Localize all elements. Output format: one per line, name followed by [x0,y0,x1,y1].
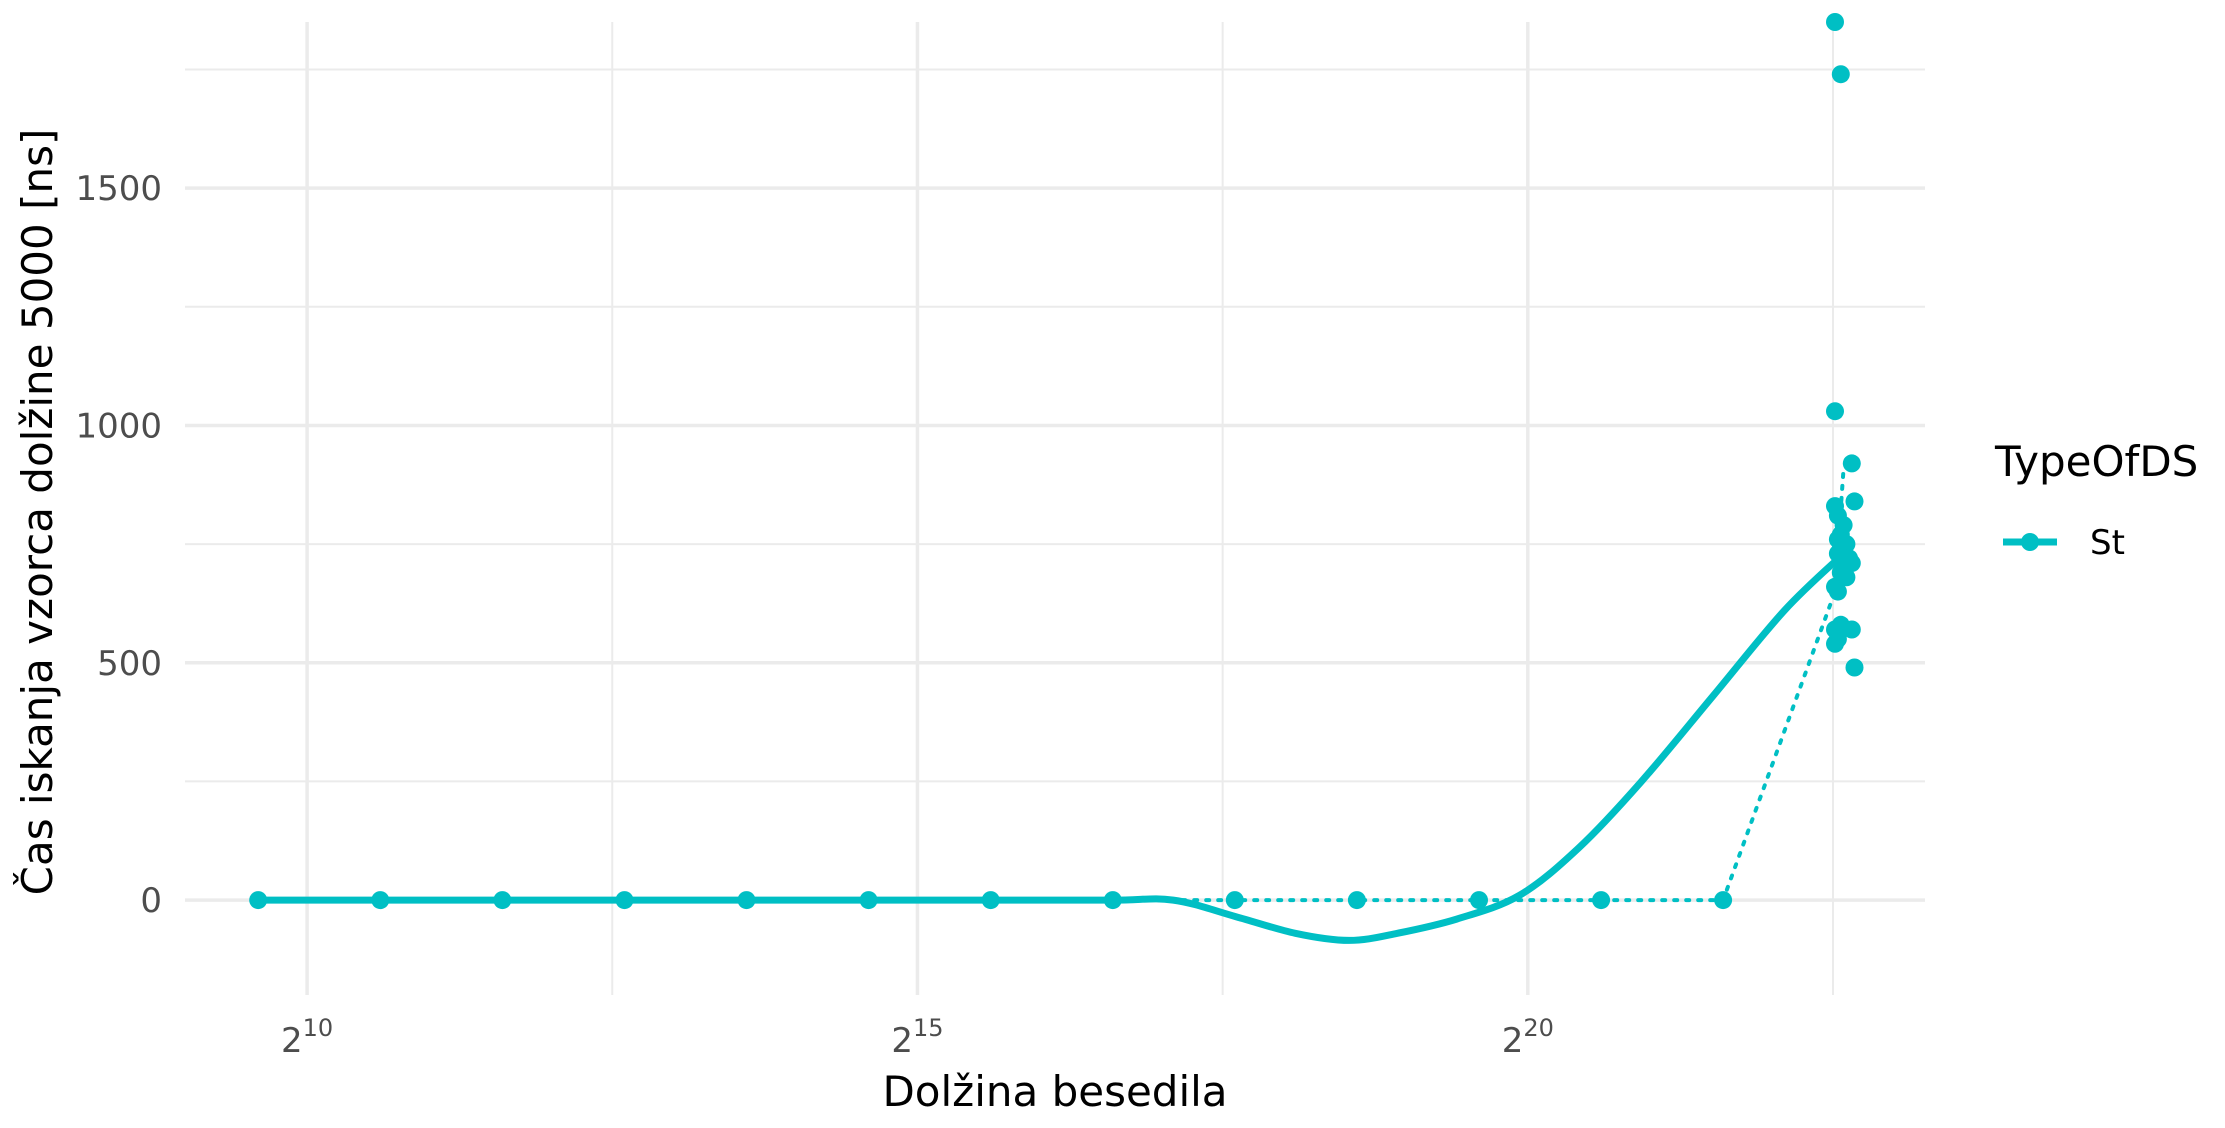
smooth-trend-line [254,550,1848,944]
data-point [1714,891,1733,910]
data-point [493,891,512,910]
grid [185,22,1925,995]
y-tick-label: 1500 [75,169,162,209]
x-tick-label: 210 [281,1014,333,1061]
data-point [1592,891,1611,910]
data-point [1826,13,1844,31]
data-point [1845,492,1864,511]
data-point [1470,891,1488,910]
data-point [1103,891,1122,910]
data-point [1842,620,1861,639]
data-point [1842,454,1861,473]
y-tick-label: 500 [97,644,162,684]
data-point [1831,65,1850,84]
data-point [1826,634,1844,653]
data-point [1845,658,1864,677]
y-tick-label: 0 [140,881,162,921]
y-tick-label: 1000 [75,406,162,446]
data-point [249,891,268,910]
data-point [1828,582,1847,601]
x-tick-label: 215 [891,1014,943,1061]
data-point [1826,402,1844,421]
legend-key-point [2021,533,2039,551]
data-point [615,891,634,910]
legend-label-st: St [2090,523,2125,563]
y-axis-title: Čas iskanja vzorca dolžine 5000 [ns] [12,129,62,896]
data-point [737,891,756,910]
axis-ticks: 0 500 1000 1500 210 215 220 [75,169,1553,1061]
data-point [371,891,390,910]
legend: TypeOfDS St [1994,437,2198,563]
series-points [249,13,1864,910]
x-tick-label: 220 [1502,1014,1554,1061]
data-point [859,891,878,910]
data-point [981,891,1000,910]
data-point [1225,891,1244,910]
data-point [1347,891,1366,910]
x-axis-title: Dolžina besedila [882,1067,1227,1116]
legend-title: TypeOfDS [1994,437,2198,486]
